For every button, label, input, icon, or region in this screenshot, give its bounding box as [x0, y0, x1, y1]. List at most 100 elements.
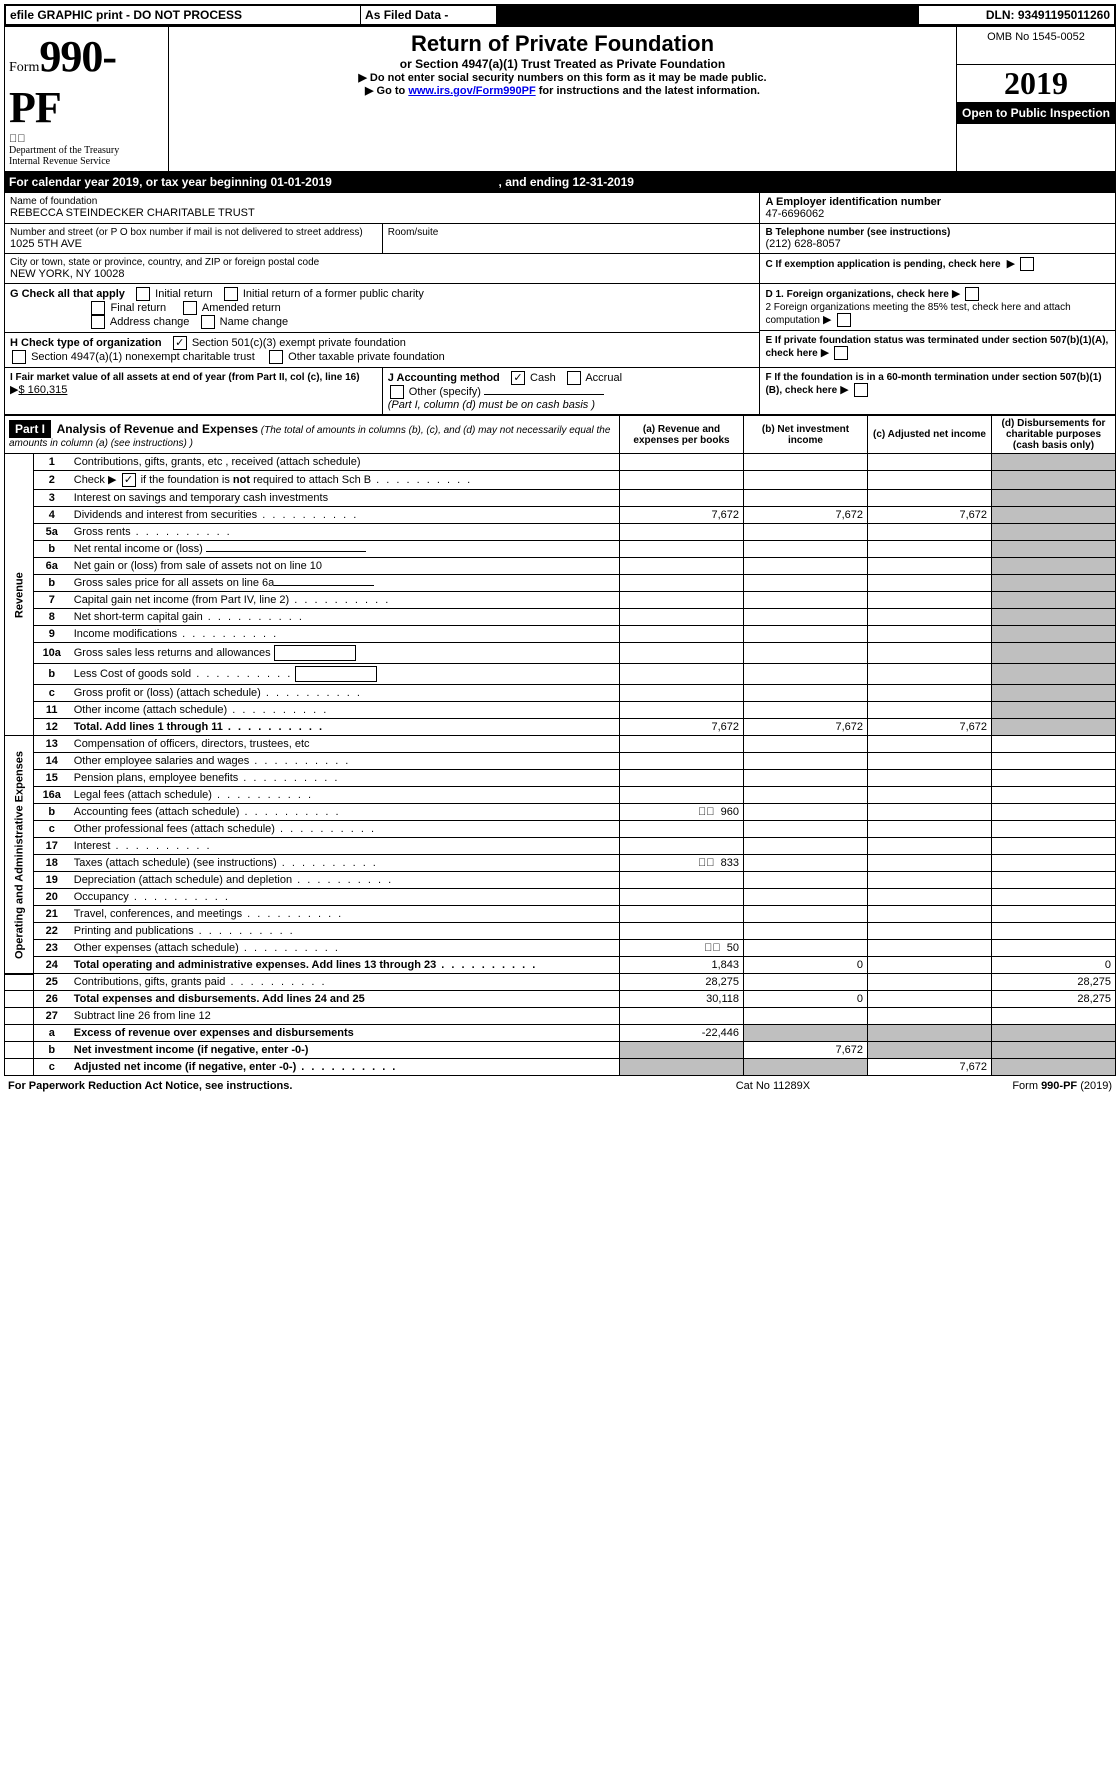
tax-year: 2019 — [957, 65, 1115, 102]
lbl-22: Printing and publications — [74, 925, 194, 937]
g-final-cb[interactable] — [91, 301, 105, 315]
h-4947-cb[interactable] — [12, 350, 26, 364]
lno-17: 17 — [33, 838, 70, 855]
cal-begin: 01-01-2019 — [270, 175, 331, 189]
efile-icon: ✎⃝ — [9, 133, 164, 145]
g-amended: Amended return — [202, 302, 281, 314]
lno-9: 9 — [33, 626, 70, 643]
lbl-10b: Less Cost of goods sold — [74, 668, 191, 680]
lno-15: 15 — [33, 770, 70, 787]
lno-19: 19 — [33, 872, 70, 889]
form-word: Form — [9, 60, 39, 75]
foundation-name-cell: Name of foundation REBECCA STEINDECKER C… — [5, 193, 760, 224]
lbl-9: Income modifications — [74, 628, 177, 640]
attachment-icon[interactable]: ✎⃝ — [698, 857, 715, 869]
c-checkbox[interactable] — [1020, 257, 1034, 271]
cal-text-b: , and ending — [499, 175, 573, 189]
row-26: 26Total expenses and disbursements. Add … — [5, 991, 1116, 1008]
city-cell: City or town, state or province, country… — [5, 254, 760, 284]
lbl-8: Net short-term capital gain — [74, 611, 203, 623]
col-b-header: (b) Net investment income — [744, 416, 868, 454]
e-checkbox[interactable] — [834, 346, 848, 360]
lno-13: 13 — [33, 736, 70, 753]
row-13: Operating and Administrative Expenses 13… — [5, 736, 1116, 753]
r18-a: 833 — [721, 857, 739, 869]
row-27c: cAdjusted net income (if negative, enter… — [5, 1059, 1116, 1076]
lno-24: 24 — [33, 957, 70, 974]
g-amended-cb[interactable] — [183, 301, 197, 315]
footer-mid: Cat No 11289X — [678, 1078, 868, 1094]
lbl-16c: Other professional fees (attach schedule… — [74, 823, 275, 835]
row-18: 18Taxes (attach schedule) (see instructi… — [5, 855, 1116, 872]
lbl-27c: Adjusted net income (if negative, enter … — [74, 1061, 296, 1073]
lbl-16b: Accounting fees (attach schedule) — [74, 806, 240, 818]
dept-treasury: Department of the Treasury — [9, 145, 164, 156]
f-checkbox[interactable] — [854, 383, 868, 397]
lno-27b: b — [33, 1042, 70, 1059]
instr-goto-post: for instructions and the latest informat… — [536, 85, 760, 97]
d1-label: D 1. Foreign organizations, check here — [765, 289, 948, 300]
row-19: 19Depreciation (attach schedule) and dep… — [5, 872, 1116, 889]
lbl-10c: Gross profit or (loss) (attach schedule) — [74, 687, 261, 699]
row-7: 7Capital gain net income (from Part IV, … — [5, 592, 1116, 609]
lbl-6b: Gross sales price for all assets on line… — [74, 577, 275, 589]
lno-4: 4 — [33, 507, 70, 524]
lno-16a: 16a — [33, 787, 70, 804]
row-27a: aExcess of revenue over expenses and dis… — [5, 1025, 1116, 1042]
lbl-5b: Net rental income or (loss) — [74, 543, 203, 555]
lbl-27: Subtract line 26 from line 12 — [70, 1008, 620, 1025]
lno-27a: a — [33, 1025, 70, 1042]
lno-20: 20 — [33, 889, 70, 906]
row-27b: bNet investment income (if negative, ent… — [5, 1042, 1116, 1059]
lbl-2: Check ▶ ✓ if the foundation is not requi… — [74, 474, 371, 486]
lbl-16a: Legal fees (attach schedule) — [74, 789, 212, 801]
g-initial-former-cb[interactable] — [224, 287, 238, 301]
irs-link[interactable]: www.irs.gov/Form990PF — [408, 85, 535, 97]
h-label: H Check type of organization — [10, 337, 162, 349]
title-cell: Return of Private Foundation or Section … — [169, 27, 957, 172]
d1-checkbox[interactable] — [965, 287, 979, 301]
lno-22: 22 — [33, 923, 70, 940]
city-value: NEW YORK, NY 10028 — [10, 268, 754, 280]
lbl-23: Other expenses (attach schedule) — [74, 942, 239, 954]
row-20: 20Occupancy — [5, 889, 1116, 906]
r24-d: 0 — [992, 957, 1116, 974]
row-11: 11Other income (attach schedule) — [5, 702, 1116, 719]
r4-c: 7,672 — [868, 507, 992, 524]
attachment-icon[interactable]: ✎⃝ — [704, 942, 721, 954]
r12-b: 7,672 — [744, 719, 868, 736]
r27b-b: 7,672 — [744, 1042, 868, 1059]
lbl-3: Interest on savings and temporary cash i… — [70, 490, 620, 507]
instr-ssn: Do not enter social security numbers on … — [173, 71, 952, 84]
lbl-26: Total expenses and disbursements. Add li… — [70, 991, 620, 1008]
lbl-27b: Net investment income (if negative, ente… — [70, 1042, 620, 1059]
g-label: G Check all that apply — [10, 288, 125, 300]
f-60month-cell: F If the foundation is in a 60-month ter… — [760, 368, 1116, 415]
attachment-icon[interactable]: ✎⃝ — [698, 806, 715, 818]
j-accrual-cb[interactable] — [567, 371, 581, 385]
g-name-cb[interactable] — [201, 315, 215, 329]
footer-left: For Paperwork Reduction Act Notice, see … — [4, 1078, 678, 1094]
lno-8: 8 — [33, 609, 70, 626]
calendar-year-bar: For calendar year 2019, or tax year begi… — [4, 172, 1116, 192]
lbl-17: Interest — [74, 840, 111, 852]
lno-23: 23 — [33, 940, 70, 957]
h-501c3-cb[interactable]: ✓ — [173, 336, 187, 350]
lno-26: 26 — [33, 991, 70, 1008]
g-initial-cb[interactable] — [136, 287, 150, 301]
dept-irs: Internal Revenue Service — [9, 156, 164, 167]
row-10b: bLess Cost of goods sold — [5, 664, 1116, 685]
efile-notice: efile GRAPHIC print - DO NOT PROCESS — [5, 5, 361, 25]
j-other-cb[interactable] — [390, 385, 404, 399]
d2-checkbox[interactable] — [837, 313, 851, 327]
h-4947: Section 4947(a)(1) nonexempt charitable … — [31, 351, 255, 363]
g-address-cb[interactable] — [91, 315, 105, 329]
lbl-15: Pension plans, employee benefits — [74, 772, 239, 784]
part1-title: Analysis of Revenue and Expenses — [57, 422, 258, 436]
j-cash-cb[interactable]: ✓ — [511, 371, 525, 385]
name-label: Name of foundation — [10, 196, 754, 207]
revenue-section-label: Revenue — [5, 454, 34, 736]
row-22: 22 Printing and publications — [5, 923, 1116, 940]
c-exemption-cell: C If exemption application is pending, c… — [760, 254, 1116, 284]
h-other-cb[interactable] — [269, 350, 283, 364]
